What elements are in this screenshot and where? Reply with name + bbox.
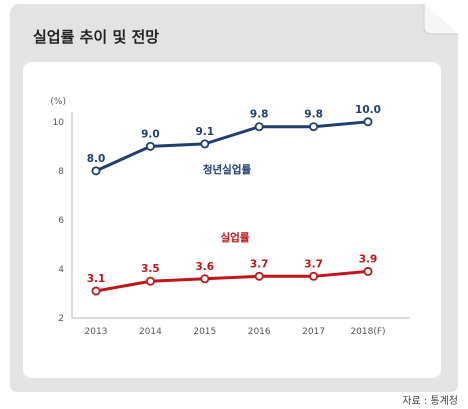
data-label: 10.0 [355, 104, 381, 116]
y-tick-label: 8 [58, 167, 64, 177]
y-axis-unit: (%) [50, 97, 66, 107]
series-line-1 [95, 269, 369, 293]
series-line-0 [95, 120, 369, 173]
data-label: 3.7 [304, 258, 323, 270]
x-tick-label: 2014 [139, 327, 162, 337]
page-fold-shadow [423, 4, 458, 35]
y-tick-label: 2 [58, 314, 64, 324]
y-tick-label: 10 [53, 118, 65, 128]
y-tick-label: 6 [58, 216, 64, 226]
chart-title: 실업률 추이 및 전망 [33, 28, 159, 46]
x-tick-label: 2015 [193, 327, 216, 337]
data-point [145, 276, 155, 286]
data-point [309, 271, 319, 281]
data-point [145, 141, 155, 151]
source-note: 자료 : 통계청 [402, 395, 458, 407]
data-label: 9.8 [304, 109, 323, 121]
data-point [91, 286, 101, 296]
data-point [200, 139, 210, 149]
plot-panel [23, 62, 441, 378]
page-fold-corner [424, 4, 458, 34]
data-label: 9.0 [141, 128, 160, 140]
data-label: 3.5 [141, 263, 160, 275]
data-point [91, 166, 101, 176]
y-tick-label: 4 [58, 265, 64, 275]
series-name-label: 청년실업률 [203, 163, 252, 176]
x-tick-label: 2017 [302, 327, 325, 337]
data-label: 9.8 [250, 109, 269, 121]
data-label: 9.1 [195, 126, 214, 138]
x-tick-label: 2018(F) [350, 327, 385, 337]
series-name-label: 실업률 [221, 231, 250, 244]
data-label: 8.0 [87, 153, 106, 165]
data-point [309, 122, 319, 132]
data-label: 3.1 [87, 273, 106, 285]
data-point [363, 266, 373, 276]
data-label: 3.7 [250, 258, 269, 270]
data-label: 3.6 [195, 261, 214, 273]
data-point [254, 271, 264, 281]
data-point [200, 274, 210, 284]
x-tick-label: 2013 [85, 327, 108, 337]
data-point [254, 122, 264, 132]
data-label: 3.9 [359, 253, 378, 265]
x-tick-label: 2016 [248, 327, 271, 337]
data-point [363, 117, 373, 127]
